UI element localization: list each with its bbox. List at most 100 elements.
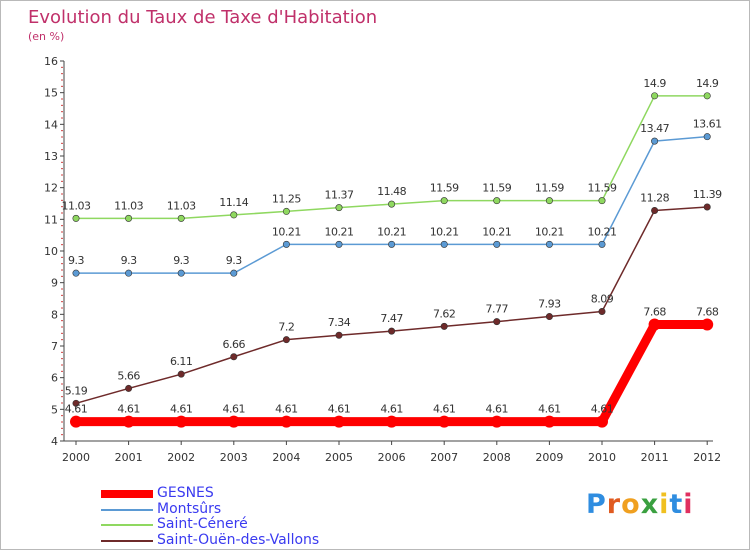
legend-label: Montsûrs (157, 500, 222, 517)
data-point (438, 415, 451, 428)
data-point (493, 240, 501, 248)
data-point (545, 313, 553, 321)
data-label: 7.93 (538, 298, 561, 311)
data-point (651, 92, 659, 100)
legend-label: Saint-Céneré (157, 516, 248, 532)
brand-letter: P (586, 489, 607, 520)
data-label: 4.61 (223, 403, 246, 416)
y-tick-label: 5 (51, 403, 58, 416)
data-label: 9.3 (121, 254, 137, 267)
x-tick-label: 2006 (378, 451, 406, 464)
data-point (122, 415, 135, 428)
data-point (651, 137, 659, 145)
data-point (335, 240, 343, 248)
data-point (703, 133, 711, 141)
data-point (125, 384, 133, 392)
data-point (703, 203, 711, 211)
data-point (282, 207, 290, 215)
data-point (598, 197, 606, 205)
y-tick-label: 13 (44, 150, 58, 163)
data-label: 7.2 (278, 321, 294, 334)
data-label: 7.77 (486, 303, 509, 316)
data-point (388, 327, 396, 335)
data-point (125, 269, 133, 277)
data-label: 10.21 (588, 225, 617, 238)
series-lines (70, 92, 714, 428)
data-point (440, 322, 448, 330)
x-tick-label: 2001 (115, 451, 143, 464)
data-point (335, 204, 343, 212)
data-label: 11.14 (219, 196, 248, 209)
x-tick-label: 2007 (430, 451, 458, 464)
y-tick-label: 12 (44, 182, 58, 195)
data-point (545, 240, 553, 248)
data-label: 11.59 (535, 182, 564, 195)
x-tick-label: 2009 (535, 451, 563, 464)
data-point (72, 214, 80, 222)
data-point (72, 269, 80, 277)
x-tick-label: 2004 (272, 451, 300, 464)
data-point (545, 197, 553, 205)
data-point (282, 240, 290, 248)
data-label: 7.68 (643, 305, 666, 318)
data-label: 10.21 (482, 225, 511, 238)
legend-swatch (101, 490, 153, 498)
data-point (177, 269, 185, 277)
data-label: 4.61 (433, 403, 456, 416)
data-label: 4.61 (380, 403, 403, 416)
data-point (177, 214, 185, 222)
data-point (493, 197, 501, 205)
data-point (543, 415, 556, 428)
data-label: 11.48 (377, 185, 406, 198)
data-label: 11.03 (62, 199, 91, 212)
data-label: 5.66 (117, 369, 140, 382)
data-label: 8.09 (591, 292, 614, 305)
data-point (230, 353, 238, 361)
legend-swatch (101, 524, 153, 526)
y-tick-label: 9 (51, 277, 58, 290)
data-point (490, 415, 503, 428)
data-point (388, 240, 396, 248)
data-label: 7.62 (433, 307, 456, 320)
data-point (230, 211, 238, 219)
data-point (385, 415, 398, 428)
data-point (227, 415, 240, 428)
data-point (335, 331, 343, 339)
data-point (72, 399, 80, 407)
data-point (703, 92, 711, 100)
data-label: 7.34 (328, 316, 351, 329)
data-label: 11.59 (482, 182, 511, 195)
legend-label: GESNES (157, 485, 214, 501)
y-tick-label: 7 (51, 340, 58, 353)
data-label: 10.21 (325, 225, 354, 238)
data-label: 9.3 (226, 254, 242, 267)
data-label: 10.21 (430, 225, 459, 238)
brand-letter: r (606, 489, 622, 520)
data-label: 6.66 (223, 338, 246, 351)
x-tick-label: 2002 (167, 451, 195, 464)
x-tick-label: 2003 (220, 451, 248, 464)
x-tick-label: 2005 (325, 451, 353, 464)
data-point (175, 415, 188, 428)
data-label: 4.61 (170, 403, 193, 416)
brand-letter: i (683, 489, 694, 520)
data-label: 11.03 (167, 199, 196, 212)
brand-letter: i (659, 489, 670, 520)
data-point (280, 415, 293, 428)
brand-letter: t (669, 489, 684, 520)
x-tick-label: 2008 (483, 451, 511, 464)
chart-unit-label: (en %) (28, 30, 65, 43)
y-tick-label: 16 (44, 55, 58, 68)
data-point (230, 269, 238, 277)
data-point (598, 307, 606, 315)
data-label: 10.21 (535, 225, 564, 238)
data-point (596, 415, 608, 428)
data-label: 7.47 (380, 312, 403, 325)
data-label: 10.21 (377, 225, 406, 238)
y-tick-label: 6 (51, 372, 58, 385)
data-label: 14.9 (696, 77, 719, 90)
data-point (598, 240, 606, 248)
data-label: 14.9 (643, 77, 666, 90)
